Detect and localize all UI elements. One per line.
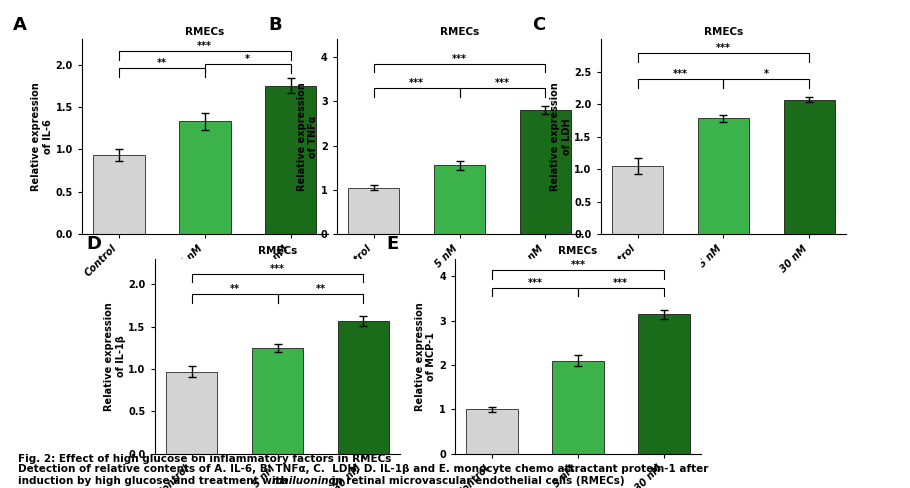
Text: mailuoning: mailuoning [271,476,336,486]
Bar [338,321,389,454]
Title: RMECs: RMECs [703,27,743,37]
Text: Detection of relative contents of A. IL-6, B. TNFα, C.  LDH, D. IL-1β and E. mon: Detection of relative contents of A. IL-… [18,465,709,474]
Text: induction by high glucose and treatment with: induction by high glucose and treatment … [18,476,292,486]
Bar [179,122,230,234]
Y-axis label: Relative expression
of LDH: Relative expression of LDH [550,82,571,191]
Text: E: E [386,235,399,253]
Text: ***: *** [716,43,731,53]
Text: ***: *** [528,278,542,287]
Text: ***: *** [452,54,467,63]
Text: *: * [245,54,250,64]
Text: ***: *** [571,260,585,270]
Text: **: ** [316,284,326,294]
Title: RMECs: RMECs [258,246,298,257]
Text: ***: *** [613,278,628,287]
Bar [252,348,303,454]
Text: ***: *** [410,78,424,88]
Text: **: ** [157,59,167,68]
Bar [612,166,663,234]
Text: D: D [86,235,101,253]
Title: RMECs: RMECs [185,27,225,37]
Bar [93,155,145,234]
Y-axis label: Relative expression
of TNFα: Relative expression of TNFα [297,82,318,191]
Bar [348,188,399,234]
Title: RMECs: RMECs [440,27,480,37]
Y-axis label: Relative expression
of IL-6: Relative expression of IL-6 [31,82,53,191]
Text: ***: *** [197,41,212,51]
Bar [784,100,835,234]
Title: RMECs: RMECs [558,246,598,257]
Bar [166,371,217,454]
Y-axis label: Relative expression
of MCP-1: Relative expression of MCP-1 [415,302,437,410]
Bar [520,110,571,234]
Text: Fig. 2: Effect of high glucose on inflammatory factors in RMECs: Fig. 2: Effect of high glucose on inflam… [18,454,391,464]
Text: ***: *** [270,264,285,274]
Bar [265,86,317,234]
Text: ***: *** [673,69,688,79]
Bar [698,119,749,234]
Text: C: C [531,16,545,34]
Bar [552,361,603,454]
Y-axis label: Relative expression
of IL-1β: Relative expression of IL-1β [104,302,126,410]
Bar [466,409,518,454]
Bar [638,314,690,454]
Text: *: * [763,69,769,79]
Text: ***: *** [495,78,510,88]
Text: in retinal microvascular endothelial cells (RMECs): in retinal microvascular endothelial cel… [328,476,624,486]
Text: **: ** [229,284,239,294]
Text: B: B [268,16,281,34]
Bar [434,165,485,234]
Text: A: A [13,16,27,34]
